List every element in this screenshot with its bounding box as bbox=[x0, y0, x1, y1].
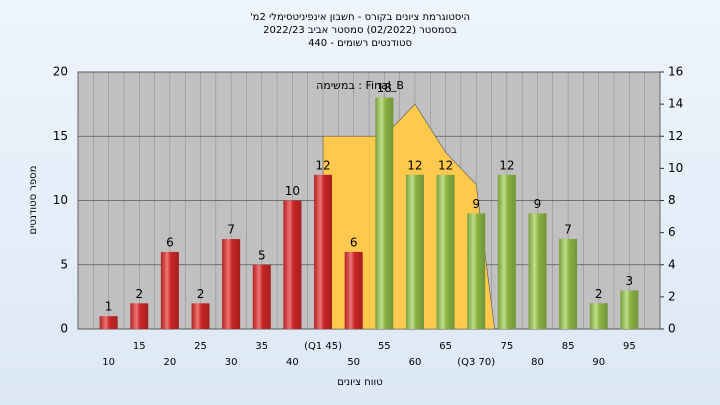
y2-tick-label: 12 bbox=[668, 129, 683, 143]
value-label: 3 bbox=[626, 274, 634, 288]
x-tick-label: 10 bbox=[102, 357, 115, 368]
bar bbox=[467, 213, 486, 329]
value-label: 12 bbox=[499, 158, 514, 172]
y-axis-label: מספר סטודנטים bbox=[28, 166, 39, 235]
value-label: 12 bbox=[315, 158, 330, 172]
x-tick-label: 85 bbox=[562, 341, 575, 352]
x-tick-label: 75 bbox=[500, 341, 513, 352]
value-label: 12 bbox=[407, 158, 422, 172]
bar bbox=[314, 174, 333, 329]
x-tick-label: 80 bbox=[531, 357, 544, 368]
y-tick-label: 15 bbox=[53, 129, 68, 143]
bar bbox=[405, 174, 424, 329]
bar bbox=[497, 174, 516, 329]
y2-tick-label: 8 bbox=[668, 193, 676, 207]
bar bbox=[222, 239, 241, 329]
bar bbox=[620, 290, 639, 329]
y2-tick-label: 2 bbox=[668, 289, 676, 303]
bar bbox=[283, 200, 302, 329]
x-tick-label: 60 bbox=[409, 357, 422, 368]
y-tick-label: 10 bbox=[53, 193, 68, 207]
x-tick-label: (Q1 45) bbox=[304, 341, 342, 352]
y2-tick-label: 0 bbox=[668, 322, 676, 336]
value-label: 12 bbox=[438, 158, 453, 172]
value-label: 10 bbox=[285, 184, 300, 198]
value-label: 9 bbox=[534, 197, 542, 211]
title-line: בסמסטר (02/2022) סמסטר אביב 2022/23 bbox=[263, 25, 457, 36]
value-label: 7 bbox=[564, 223, 572, 237]
y2-tick-label: 14 bbox=[668, 97, 683, 111]
y2-tick-label: 6 bbox=[668, 225, 676, 239]
bar bbox=[528, 213, 547, 329]
bar bbox=[191, 303, 210, 329]
x-tick-label: 65 bbox=[439, 341, 452, 352]
x-tick-label: 90 bbox=[592, 357, 605, 368]
value-label: 9 bbox=[472, 197, 480, 211]
x-tick-label: 30 bbox=[225, 357, 238, 368]
y2-tick-label: 10 bbox=[668, 161, 683, 175]
value-label: 2 bbox=[595, 287, 603, 301]
x-axis-label: טווח ציונים bbox=[337, 377, 382, 388]
value-label: 5 bbox=[258, 248, 266, 262]
bar bbox=[375, 97, 394, 329]
x-tick-label: 55 bbox=[378, 341, 391, 352]
bar bbox=[589, 303, 608, 329]
bar bbox=[344, 251, 363, 329]
value-label: 2 bbox=[197, 287, 205, 301]
bar bbox=[160, 251, 179, 329]
value-label: 6 bbox=[350, 235, 358, 249]
x-tick-label: 40 bbox=[286, 357, 299, 368]
x-tick-label: (Q3 70) bbox=[457, 357, 495, 368]
annotation: במשימה : Final_B bbox=[316, 79, 404, 92]
title-line: סטודנטים רשומים - 440 bbox=[308, 38, 412, 49]
title-line: היסטוגרמת ציונים בקורס - חשבון אינפיניטס… bbox=[250, 12, 470, 23]
y2-tick-label: 4 bbox=[668, 257, 676, 271]
y-tick-label: 5 bbox=[60, 257, 68, 271]
x-tick-label: 35 bbox=[255, 341, 268, 352]
value-label: 6 bbox=[166, 235, 174, 249]
value-label: 2 bbox=[135, 287, 143, 301]
x-tick-label: 50 bbox=[347, 357, 360, 368]
bar bbox=[99, 316, 118, 329]
x-tick-label: 25 bbox=[194, 341, 207, 352]
x-tick-label: 95 bbox=[623, 341, 636, 352]
value-label: 7 bbox=[227, 223, 235, 237]
value-label: 1 bbox=[105, 300, 113, 314]
y2-tick-label: 16 bbox=[668, 65, 683, 79]
bar bbox=[130, 303, 149, 329]
bar bbox=[252, 264, 271, 329]
y-tick-label: 0 bbox=[60, 322, 68, 336]
bar bbox=[559, 239, 578, 329]
x-tick-label: 20 bbox=[164, 357, 177, 368]
y-tick-label: 20 bbox=[53, 65, 68, 79]
value-label: 18 bbox=[377, 81, 392, 95]
x-tick-label: 15 bbox=[133, 341, 146, 352]
bar bbox=[436, 174, 455, 329]
